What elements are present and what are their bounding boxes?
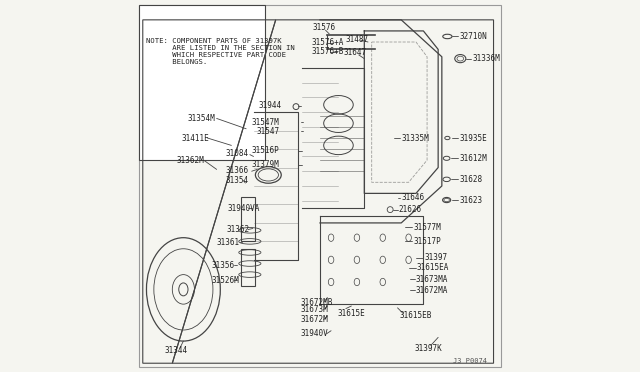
Text: 31335M: 31335M xyxy=(401,134,429,142)
Text: 31361: 31361 xyxy=(216,238,240,247)
Text: 31526M: 31526M xyxy=(211,276,239,285)
Text: 31940V: 31940V xyxy=(301,329,328,338)
Text: 31336M: 31336M xyxy=(472,54,500,63)
Polygon shape xyxy=(139,5,264,160)
Text: 31577M: 31577M xyxy=(413,223,441,232)
Text: 31576+A: 31576+A xyxy=(312,38,344,47)
Text: 31344: 31344 xyxy=(165,346,188,355)
Text: 31356: 31356 xyxy=(211,261,234,270)
Text: 31576+B: 31576+B xyxy=(312,47,344,56)
Text: 31576: 31576 xyxy=(312,23,336,32)
Text: 31615EB: 31615EB xyxy=(399,311,432,320)
Bar xyxy=(241,249,255,286)
Text: 31935E: 31935E xyxy=(460,134,487,142)
Text: 31623: 31623 xyxy=(460,196,483,205)
Text: J3 P0074: J3 P0074 xyxy=(453,358,487,365)
Text: 31397: 31397 xyxy=(424,253,447,263)
Text: 31615E: 31615E xyxy=(338,309,365,318)
Text: 31411E: 31411E xyxy=(182,134,209,142)
Text: 31612M: 31612M xyxy=(460,154,487,163)
Text: 31516P: 31516P xyxy=(252,147,280,155)
Text: 31672M: 31672M xyxy=(301,315,328,324)
Text: 31487: 31487 xyxy=(346,35,369,44)
Text: 31944: 31944 xyxy=(258,101,281,110)
Text: 31084: 31084 xyxy=(226,149,249,158)
Text: 31672MA: 31672MA xyxy=(416,286,449,295)
Text: 32710N: 32710N xyxy=(460,32,487,41)
Text: 31354M: 31354M xyxy=(187,114,215,123)
Text: 31673MA: 31673MA xyxy=(416,275,449,283)
Text: 31366: 31366 xyxy=(226,166,249,175)
Text: 31940VA: 31940VA xyxy=(228,203,260,213)
Text: 31547: 31547 xyxy=(256,127,280,136)
Text: 31397K: 31397K xyxy=(414,344,442,353)
Text: 31673M: 31673M xyxy=(301,305,328,314)
Text: 31354: 31354 xyxy=(226,176,249,185)
Text: 31379M: 31379M xyxy=(252,160,280,169)
Text: 31517P: 31517P xyxy=(413,237,441,246)
Bar xyxy=(241,197,255,241)
Text: 31547M: 31547M xyxy=(252,118,280,127)
Text: 31628: 31628 xyxy=(460,175,483,184)
Text: NOTE: COMPONENT PARTS OF 31397K
      ARE LISTED IN THE SECTION IN
      WHICH R: NOTE: COMPONENT PARTS OF 31397K ARE LIST… xyxy=(147,38,295,65)
Text: 31615EA: 31615EA xyxy=(417,263,449,272)
Text: 31672MB: 31672MB xyxy=(301,298,333,307)
Text: 21626: 21626 xyxy=(398,205,421,214)
Text: 31647: 31647 xyxy=(344,48,367,57)
Text: 31646: 31646 xyxy=(401,193,424,202)
Text: 31362M: 31362M xyxy=(176,155,204,165)
Text: 31362: 31362 xyxy=(227,225,250,234)
